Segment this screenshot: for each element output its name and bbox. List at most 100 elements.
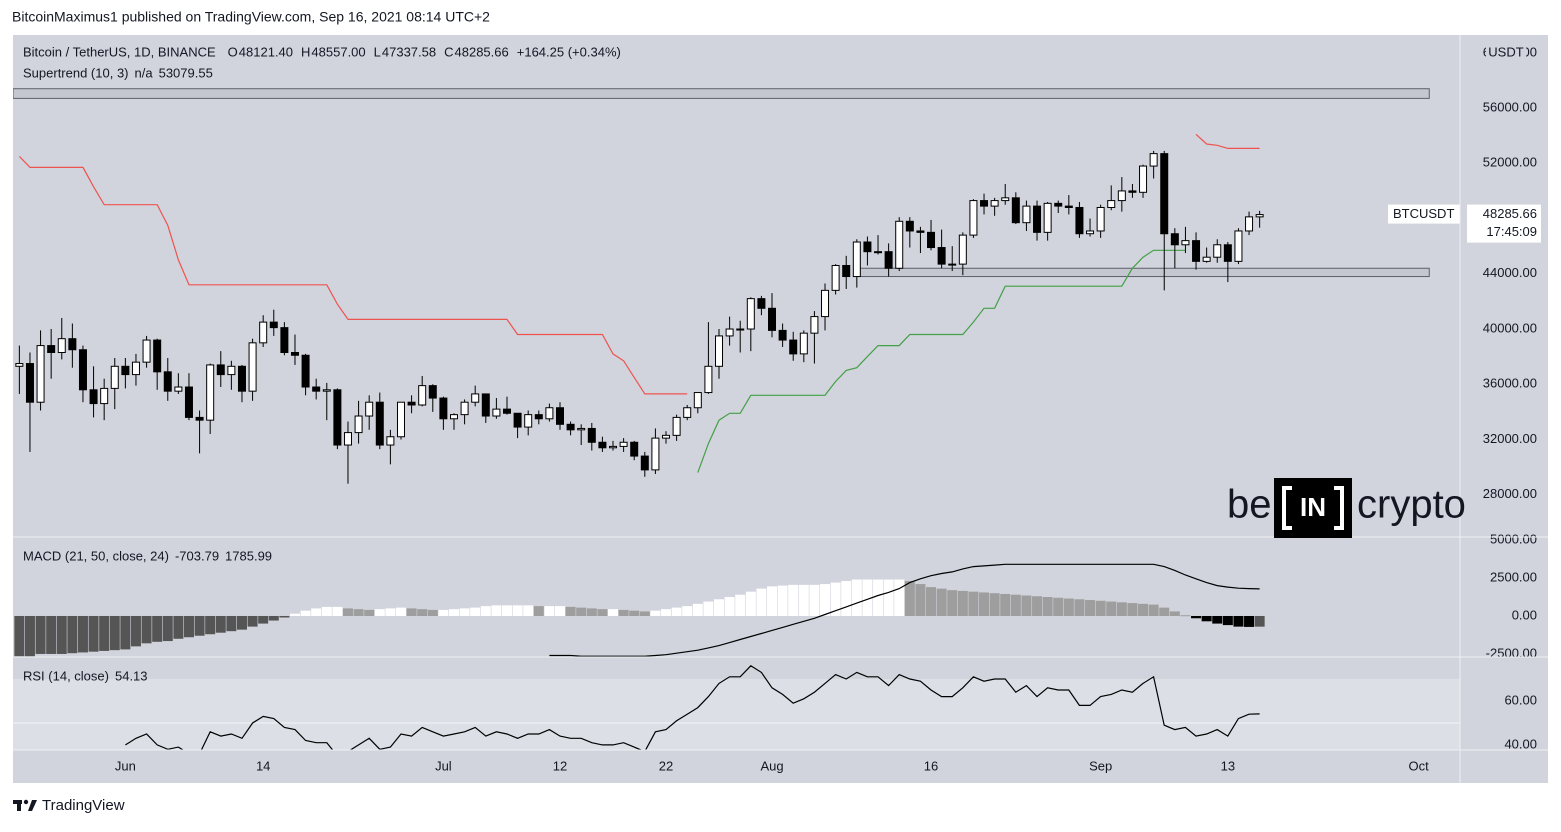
- histogram-bar: [661, 609, 672, 616]
- indicator-name: MACD (21, 50, close, 24): [23, 548, 169, 563]
- histogram-bar: [735, 594, 746, 616]
- histogram-bar: [120, 615, 131, 650]
- x-tick-label: 12: [553, 758, 567, 773]
- histogram-bar: [480, 606, 491, 616]
- symbol-label: BTCUSDT: [1393, 206, 1454, 221]
- candle-body: [195, 416, 204, 421]
- candle-body: [460, 401, 469, 416]
- histogram-bar: [1032, 596, 1043, 616]
- legend-key: L: [374, 44, 381, 59]
- histogram-bar: [448, 609, 459, 616]
- candle-body: [248, 342, 257, 392]
- symbol-label-box: [1388, 204, 1460, 224]
- legend-value: 48121.40: [239, 44, 293, 59]
- candle-body: [269, 321, 278, 329]
- legend-title: Bitcoin / TetherUS, 1D, BINANCE: [23, 44, 216, 59]
- histogram-bar: [205, 615, 216, 635]
- candle-body: [1202, 256, 1211, 262]
- candle-body: [396, 401, 405, 438]
- candle-body: [163, 371, 172, 392]
- y-tick-label: 40000.00: [1483, 320, 1537, 335]
- histogram-bar: [173, 615, 184, 639]
- candle-body: [958, 234, 967, 265]
- candle-body: [842, 264, 851, 278]
- candle-body: [799, 332, 808, 355]
- histogram-bar: [268, 615, 279, 621]
- indicator-value: -703.79: [175, 548, 219, 563]
- y-tick-label: 44000.00: [1483, 265, 1537, 280]
- candle-body: [534, 414, 543, 420]
- candle-body: [121, 365, 130, 376]
- candle-body: [704, 365, 713, 394]
- candle-body: [831, 264, 840, 291]
- candle-body: [545, 407, 554, 420]
- candle-body: [1139, 165, 1148, 193]
- candle-body: [566, 423, 575, 431]
- histogram-bar: [1053, 597, 1064, 616]
- histogram-bar: [289, 613, 300, 616]
- histogram-bar: [576, 607, 587, 616]
- candle-body: [1234, 230, 1243, 262]
- candle-body: [280, 327, 289, 353]
- histogram-bar: [915, 584, 926, 616]
- histogram-bar: [1000, 593, 1011, 616]
- histogram-bar: [130, 615, 141, 647]
- histogram-bar: [957, 590, 968, 616]
- candle-body: [524, 414, 533, 428]
- candle-body: [672, 416, 681, 436]
- candle-body: [333, 389, 342, 446]
- histogram-bar: [427, 609, 438, 616]
- candle-body: [1086, 230, 1095, 235]
- histogram-bar: [862, 579, 873, 616]
- candle-body: [1223, 244, 1232, 262]
- candle-body: [449, 414, 458, 420]
- candle-body: [206, 364, 215, 421]
- watermark-text: be: [1227, 483, 1272, 527]
- y-tick-label: 52000.00: [1483, 155, 1537, 170]
- candle-body: [990, 200, 999, 207]
- candle-body: [619, 441, 628, 447]
- candle-body: [746, 298, 755, 330]
- candle-body: [439, 397, 448, 420]
- histogram-bar: [1244, 615, 1255, 627]
- x-tick-label: Aug: [760, 758, 783, 773]
- logo-part: [28, 800, 37, 811]
- candle-body: [725, 328, 734, 337]
- legend-change: +164.25 (+0.34%): [517, 44, 621, 59]
- x-tick-label: Oct: [1409, 758, 1430, 773]
- rsi-band: [13, 678, 1460, 750]
- histogram-bar: [162, 615, 173, 642]
- candle-body: [418, 385, 427, 406]
- histogram-bar: [24, 615, 35, 657]
- histogram-bar: [629, 610, 640, 616]
- histogram-bar: [1201, 615, 1212, 622]
- histogram-bar: [395, 607, 406, 616]
- x-tick-label: Jun: [115, 758, 136, 773]
- candle-body: [778, 329, 787, 341]
- histogram-bar: [597, 609, 608, 616]
- candle-body: [1011, 197, 1020, 224]
- indicator-name: Supertrend (10, 3): [23, 65, 129, 80]
- histogram-bar: [459, 608, 470, 616]
- candle-body: [630, 441, 639, 457]
- candle-body: [47, 345, 56, 353]
- candle-body: [1160, 153, 1169, 235]
- price-tag-box: [1467, 204, 1541, 243]
- candle-body: [131, 361, 140, 376]
- histogram-bar: [1180, 615, 1191, 617]
- candle-body: [259, 321, 268, 344]
- legend-value: 48285.66: [455, 44, 509, 59]
- histogram-bar: [565, 606, 576, 616]
- histogram-bar: [682, 606, 693, 616]
- supertrend-up: [697, 249, 1186, 473]
- x-tick-label: 14: [256, 758, 270, 773]
- pane: [13, 88, 1430, 484]
- logo-part: [17, 800, 21, 811]
- countdown: 17:45:09: [1486, 224, 1537, 239]
- candle-body: [980, 200, 989, 207]
- candle-body: [683, 407, 692, 418]
- candle-body: [1149, 153, 1158, 167]
- histogram-bar: [247, 615, 258, 627]
- candle-body: [174, 386, 183, 392]
